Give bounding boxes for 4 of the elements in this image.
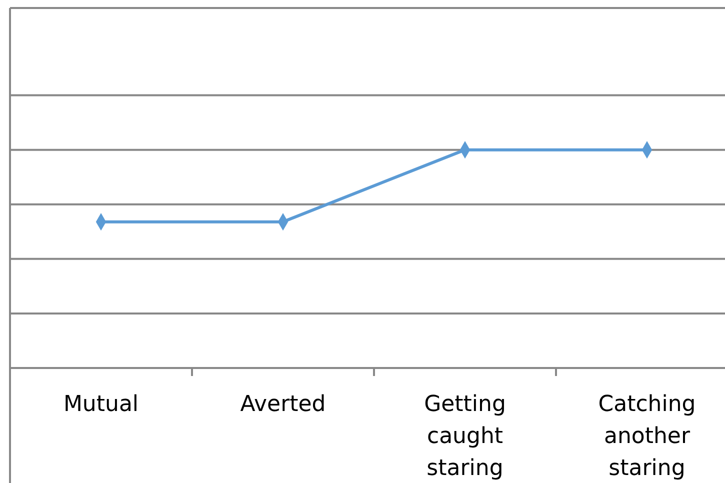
x-tick-label: Getting caught staring [424,392,506,481]
x-tick-label: Mutual [63,392,139,417]
x-tick-label: Catching another staring [598,392,696,481]
x-tick-label: Averted [240,392,326,417]
